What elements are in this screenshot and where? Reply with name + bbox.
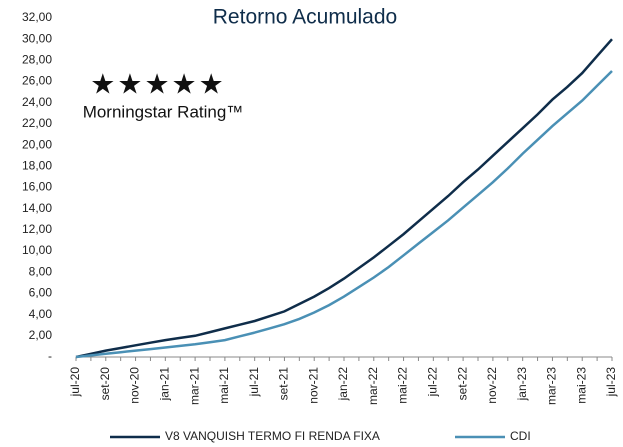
x-tick-label: set-22 xyxy=(455,367,469,401)
y-tick-label: 30,00 xyxy=(22,31,52,45)
y-tick-label: 8,00 xyxy=(29,264,53,278)
y-tick-label: 24,00 xyxy=(22,95,52,109)
y-tick-label: 18,00 xyxy=(22,158,52,172)
x-tick-label: jan-21 xyxy=(158,367,172,402)
y-tick-label: 32,00 xyxy=(22,10,52,24)
x-tick-label: mai-21 xyxy=(217,367,231,404)
rating-label: Morningstar Rating™ xyxy=(83,102,244,121)
x-tick-label: mai-22 xyxy=(396,367,410,404)
y-tick-label: 14,00 xyxy=(22,201,52,215)
legend-label: V8 VANQUISH TERMO FI RENDA FIXA xyxy=(165,429,380,443)
y-tick-label: 22,00 xyxy=(22,116,52,130)
chart-title: Retorno Acumulado xyxy=(213,6,397,29)
y-tick-label: 20,00 xyxy=(22,137,52,151)
legend-label: CDI xyxy=(510,429,531,443)
x-tick-label: set-21 xyxy=(277,367,291,401)
x-tick-label: jan-22 xyxy=(336,367,350,402)
y-tick-label: 2,00 xyxy=(29,328,53,342)
y-tick-label: 10,00 xyxy=(22,243,52,257)
y-tick-label: 4,00 xyxy=(29,307,53,321)
y-tick-label: 16,00 xyxy=(22,180,52,194)
rating-stars: ★★★★★ xyxy=(90,68,226,99)
x-tick-label: jul-23 xyxy=(604,367,618,398)
x-tick-label: jan-23 xyxy=(515,367,529,402)
y-tick-label: - xyxy=(48,349,52,363)
x-tick-label: set-20 xyxy=(98,367,112,401)
x-tick-label: nov-21 xyxy=(306,367,320,404)
x-tick-label: jul-21 xyxy=(247,367,261,398)
x-tick-label: jul-20 xyxy=(68,367,82,398)
y-tick-label: 26,00 xyxy=(22,74,52,88)
series-line xyxy=(75,70,613,359)
y-tick-label: 28,00 xyxy=(22,53,52,67)
y-tick-label: 12,00 xyxy=(22,222,52,236)
x-tick-label: jul-22 xyxy=(426,367,440,398)
x-tick-label: mai-23 xyxy=(574,367,588,404)
x-tick-label: nov-22 xyxy=(485,367,499,404)
x-tick-label: mar-22 xyxy=(366,367,380,405)
x-tick-label: mar-23 xyxy=(545,367,559,405)
series-line xyxy=(75,38,613,359)
x-tick-label: mar-21 xyxy=(187,367,201,405)
x-tick-label: nov-20 xyxy=(128,367,142,404)
y-tick-label: 6,00 xyxy=(29,286,53,300)
